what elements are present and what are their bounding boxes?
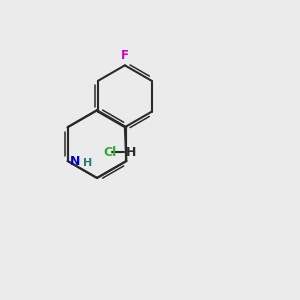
Text: F: F: [121, 49, 129, 62]
Text: H: H: [83, 158, 92, 167]
Text: N: N: [70, 154, 80, 167]
Text: Cl: Cl: [103, 146, 116, 159]
Text: H: H: [126, 146, 136, 159]
